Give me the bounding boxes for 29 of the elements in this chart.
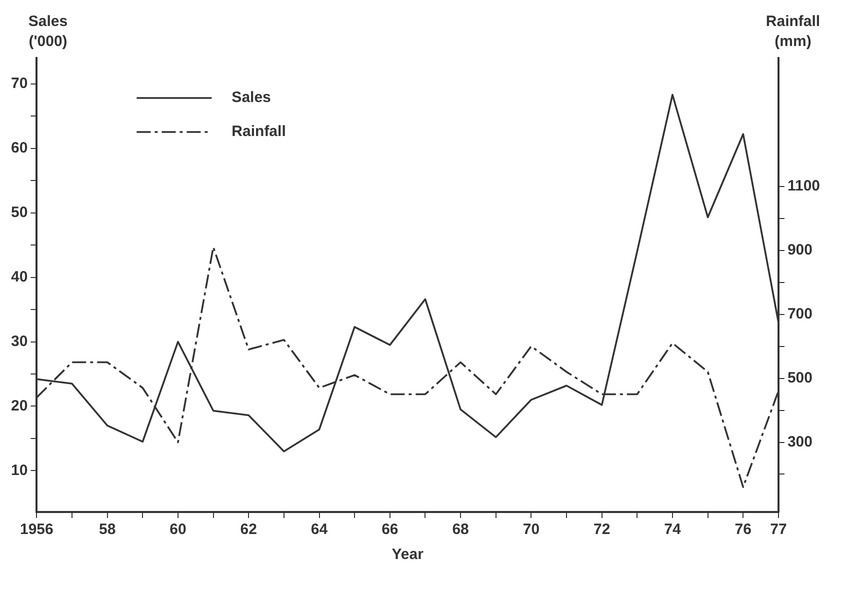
- x-tick-label: 66: [382, 521, 398, 538]
- y2-axis-title: Rainfall (mm): [764, 12, 822, 52]
- x-axis-title: Year: [392, 546, 424, 564]
- y-tick-label: 30: [10, 332, 28, 350]
- x-tick-label: 77: [770, 521, 787, 538]
- y-tick-label: 20: [10, 397, 28, 414]
- y2-tick-label: 500: [787, 369, 812, 386]
- x-tick-label: 76: [734, 521, 752, 538]
- y-tick-label: 10: [10, 462, 28, 479]
- x-tick-label: 72: [594, 521, 610, 538]
- x-tick-label: 70: [522, 521, 540, 538]
- y2-tick-label: 900: [787, 241, 812, 258]
- x-tick-label: 64: [310, 521, 328, 538]
- y2-tick-label: 300: [787, 433, 812, 450]
- y-tick-label: 50: [10, 204, 28, 221]
- y-tick-label: 60: [10, 139, 28, 156]
- y-axis-title: Sales ('000): [27, 12, 69, 52]
- x-tick-label: 62: [240, 521, 257, 538]
- x-tick-label: 68: [452, 521, 469, 538]
- legend-label: Sales: [232, 89, 271, 106]
- x-tick-label: 58: [98, 521, 116, 538]
- y2-tick-label: 700: [787, 305, 812, 322]
- y2-tick-label: 1100: [787, 177, 820, 194]
- x-tick-label: 60: [170, 521, 186, 538]
- x-tick-label: 74: [664, 521, 682, 538]
- legend-label: Rainfall: [232, 123, 286, 140]
- y-tick-label: 40: [10, 268, 28, 286]
- x-tick-label: 1956: [20, 521, 54, 538]
- y-tick-label: 70: [10, 74, 28, 92]
